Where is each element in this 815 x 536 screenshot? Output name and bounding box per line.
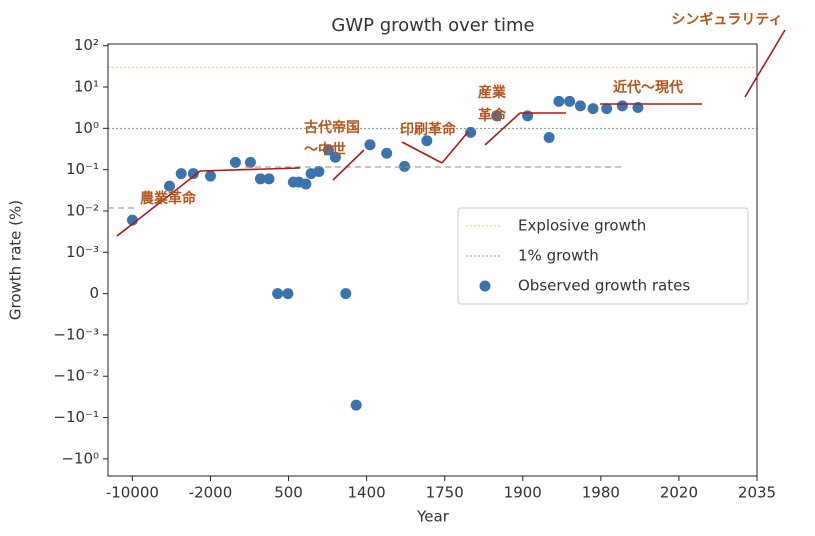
data-point [421, 135, 433, 147]
x-tick-label: -10000 [106, 484, 159, 502]
y-tick-label: −10⁻¹ [53, 408, 99, 426]
data-point [381, 147, 393, 159]
data-point [616, 100, 628, 112]
data-point [272, 288, 284, 300]
y-axis-label: Growth rate (%) [7, 200, 25, 320]
data-point [522, 110, 534, 122]
x-tick-label: 1900 [504, 484, 542, 502]
data-point [340, 288, 352, 300]
data-point [601, 103, 613, 115]
trend-line [199, 167, 301, 172]
data-point [465, 126, 477, 138]
data-point [204, 170, 216, 182]
legend-box [457, 207, 749, 305]
trend-line [484, 112, 521, 146]
y-tick-label: 10⁻³ [66, 243, 99, 261]
y-tick-label: −10⁻³ [53, 325, 99, 343]
y-tick-label: 10¹ [74, 78, 99, 96]
y-tick-label: −10⁻² [53, 367, 99, 385]
x-tick-label: 2020 [660, 484, 698, 502]
trend-line [332, 149, 365, 181]
data-point [587, 103, 599, 115]
data-point [175, 168, 187, 180]
x-tick-label: 500 [274, 484, 303, 502]
y-tick-label: −10⁰ [61, 449, 99, 467]
annotation: シンギュラリティ [671, 11, 782, 28]
data-point [399, 160, 411, 172]
y-tick-label: 0 [89, 284, 99, 302]
data-point [244, 156, 256, 168]
data-point [329, 151, 341, 163]
trend-line [401, 141, 443, 164]
y-tick-label: 10⁻² [66, 201, 99, 219]
data-point [254, 173, 266, 185]
trend-lines [116, 29, 786, 237]
plot-area: 10² 10¹ 10⁰ 10⁻¹ 10⁻² 10⁻³ 0 −10⁻³ −10⁻² −10⁻¹ −10… [53, 36, 776, 501]
x-tick-label: 1750 [426, 484, 464, 502]
legend-label: Observed growth rates [518, 277, 690, 295]
data-point [564, 95, 576, 107]
trend-line [744, 29, 786, 98]
x-axis-label: Year [416, 508, 450, 526]
plot-frame [107, 43, 758, 477]
trend-line [116, 182, 186, 237]
data-point [300, 178, 312, 190]
data-point [543, 132, 555, 144]
x-tick-label: 2035 [738, 484, 776, 502]
x-tick-label: -2000 [189, 484, 233, 502]
legend-swatch [479, 280, 491, 292]
data-point [553, 95, 565, 107]
data-point [126, 214, 138, 226]
legend-label: 1% growth [518, 247, 599, 265]
y-tick-label: 10⁻¹ [66, 160, 99, 178]
x-tick-label: 1980 [582, 484, 620, 502]
annotation: 近代〜現代 [613, 79, 683, 96]
annotation: 産業 [478, 84, 507, 101]
trend-line [441, 131, 469, 164]
trend-line [184, 170, 201, 184]
chart-title: GWP growth over time [331, 15, 534, 36]
data-point [163, 180, 175, 192]
legend-label: Explosive growth [518, 217, 646, 235]
y-tick-label: 10² [74, 36, 99, 54]
annotation: 農業革命 [140, 190, 197, 207]
annotation: 古代帝国 [304, 119, 360, 136]
annotation: 革命 [478, 107, 507, 124]
data-point [574, 100, 586, 112]
data-point [322, 144, 334, 156]
data-point [263, 173, 275, 185]
data-point [313, 166, 325, 178]
data-point [229, 156, 241, 168]
data-point [350, 399, 362, 411]
data-point [282, 288, 294, 300]
annotation: 〜中世 [304, 141, 346, 158]
y-tick-label: 10⁰ [74, 119, 99, 137]
annotation: 印刷革命 [400, 121, 457, 138]
data-point [364, 139, 376, 151]
x-tick-label: 1400 [348, 484, 386, 502]
data-point [187, 168, 199, 180]
data-point [491, 110, 503, 122]
